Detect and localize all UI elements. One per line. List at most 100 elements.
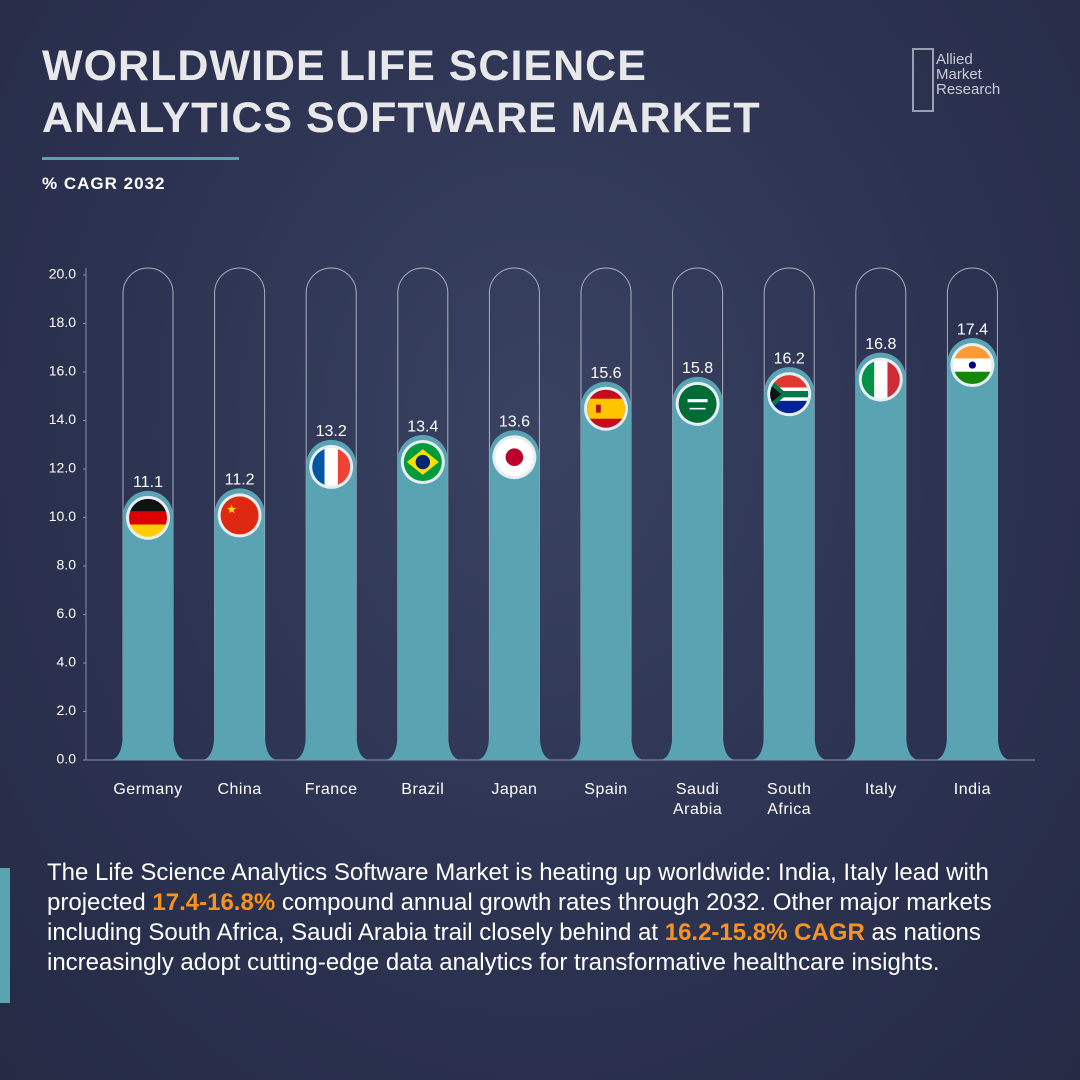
title-rule [42, 157, 239, 160]
text: compound annual growth rates through 203… [47, 889, 992, 946]
value-label: 11.2 [225, 472, 255, 489]
chart-subtitle: % CAGR 2032 [42, 174, 166, 193]
logo-mark [912, 48, 934, 112]
x-label-box: Spain [584, 781, 628, 798]
x-tick-label: Saudi Arabia [672, 781, 723, 818]
flag [220, 496, 259, 535]
text: The Life Science Analytics Software Mark… [47, 859, 989, 916]
y-tick-label: 4.0 [57, 654, 77, 670]
bar-track [672, 267, 724, 760]
text: as nations increasingly adopt cutting-ed… [47, 919, 981, 976]
bar-track [946, 267, 998, 760]
flag-part [874, 360, 888, 399]
flag-part [770, 390, 809, 398]
x-tick-label: South Africa [767, 781, 812, 818]
value-label: 11.1 [133, 474, 163, 491]
y-tick-label: 18.0 [49, 314, 76, 330]
flag [495, 438, 534, 477]
x-tick-label: Japan [491, 781, 538, 798]
value-label: 13.4 [407, 418, 438, 435]
flag-part [227, 504, 237, 514]
x-label-box: Brazil [401, 781, 445, 798]
flag-part [129, 511, 167, 525]
value-label: 17.4 [957, 321, 988, 338]
logo-word: Market [936, 66, 982, 83]
flag-part [678, 384, 717, 423]
x-label-box: China [217, 781, 262, 798]
x-label-box: Italy [864, 781, 897, 798]
x-tick-label: India [953, 781, 991, 798]
bar [841, 352, 920, 760]
y-tick-label: 0.0 [57, 751, 77, 767]
flag [129, 498, 167, 537]
bar [292, 439, 371, 760]
flag-part [505, 448, 524, 467]
x-tick-label: Germany [113, 781, 183, 798]
flag-part [587, 398, 625, 419]
value-label: 16.8 [865, 336, 896, 353]
flag-part [953, 346, 992, 359]
value-label: 13.2 [316, 423, 347, 440]
bar-track [397, 267, 449, 760]
x-label-box: France [304, 781, 358, 798]
flag-part [596, 404, 601, 413]
flag [312, 447, 351, 486]
bar [933, 338, 1012, 760]
value-label: 15.6 [590, 365, 621, 382]
flag-part [337, 447, 351, 486]
y-tick-label: 12.0 [49, 460, 76, 476]
x-tick-label: China [217, 781, 262, 798]
logo-word: Research [936, 81, 1001, 98]
x-label-box: South Africa [767, 781, 812, 818]
flag [861, 360, 900, 399]
flag-part [324, 447, 339, 486]
bar-track [855, 267, 907, 760]
bar [658, 376, 737, 760]
bar [383, 435, 462, 760]
flag-part [129, 498, 167, 512]
flag [770, 375, 809, 414]
chart-title: WORLDWIDE LIFE SCIENCE ANALYTICS SOFTWAR… [42, 42, 761, 142]
description: The Life Science Analytics Software Mark… [47, 858, 1047, 978]
value-label: 16.2 [774, 350, 805, 367]
y-tick-label: 2.0 [57, 702, 77, 718]
x-label-box: Saudi Arabia [672, 781, 723, 818]
flag-part [968, 361, 977, 369]
x-tick-label: Spain [584, 781, 628, 798]
bar-track [580, 267, 632, 760]
flag-part [861, 360, 875, 399]
x-tick-label: Brazil [401, 781, 445, 798]
bar [475, 430, 554, 760]
highlight: 17.4-16.8% [152, 889, 276, 916]
y-tick-label: 8.0 [57, 557, 77, 573]
flag-part [415, 454, 430, 470]
bar-track [122, 267, 174, 760]
flag-part [312, 447, 325, 486]
y-tick-label: 16.0 [49, 363, 76, 379]
flag-part [887, 360, 900, 399]
flag [403, 443, 442, 482]
bar [567, 381, 645, 760]
flag-part [220, 496, 259, 535]
bar [750, 367, 829, 760]
value-label: 13.6 [499, 413, 530, 430]
x-label-box: India [953, 781, 991, 798]
x-label-box: Germany [113, 781, 183, 798]
flag [678, 384, 717, 423]
highlight: 16.2-15.8% CAGR [664, 919, 865, 946]
value-label: 15.8 [682, 360, 713, 377]
flag [587, 389, 625, 428]
flag [953, 346, 992, 385]
y-tick-label: 20.0 [49, 266, 76, 282]
flag-part [129, 524, 167, 537]
x-tick-label: Italy [864, 781, 897, 798]
bar-track [305, 267, 357, 760]
accent-bar [0, 868, 10, 1003]
y-tick-label: 14.0 [49, 411, 76, 427]
logo-word: Allied [936, 51, 973, 68]
bar-track [214, 267, 266, 760]
flag-part [770, 400, 809, 414]
x-tick-label: France [304, 781, 358, 798]
